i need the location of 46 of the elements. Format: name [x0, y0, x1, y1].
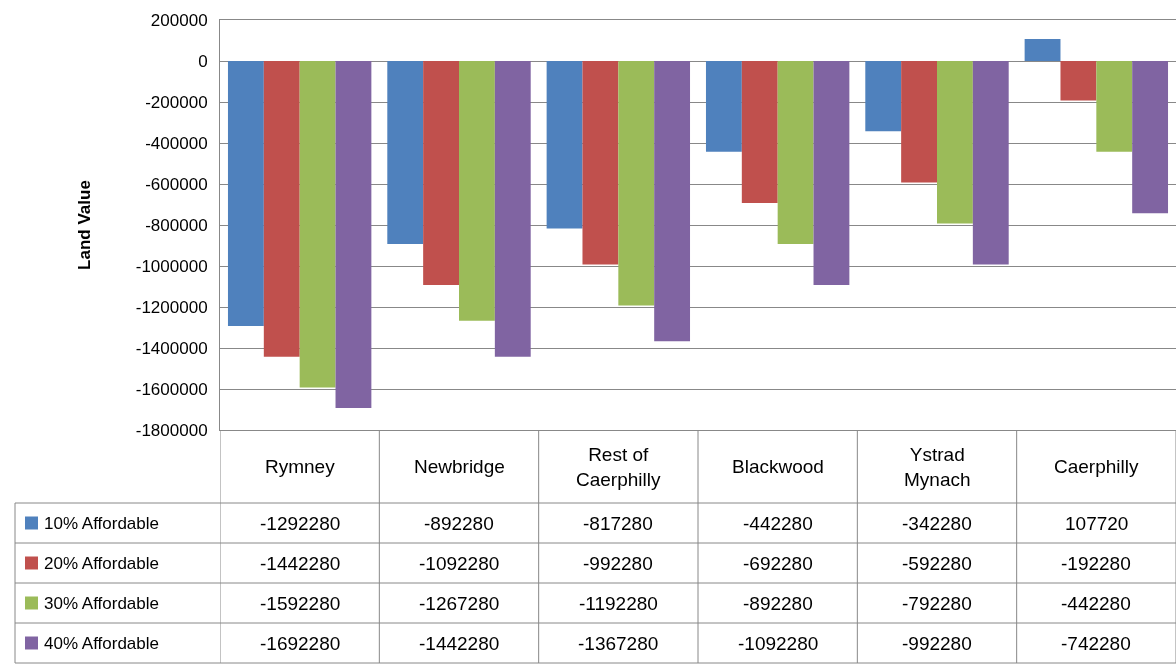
x-tick-label: Rest of Caerphilly [576, 444, 661, 490]
legend-label: 10% Affordable [44, 514, 159, 533]
y-tick-label: -400000 [145, 133, 208, 153]
data-label: -892280 [424, 513, 494, 534]
data-label: -992280 [583, 553, 653, 574]
data-label: -1192280 [579, 593, 658, 614]
x-tick-label: Newbridge [414, 456, 505, 477]
data-label: -1367280 [578, 633, 659, 654]
data-label: -1267280 [419, 593, 500, 614]
y-tick-label: 0 [198, 51, 208, 71]
y-tick-label: -800000 [145, 215, 208, 235]
data-label: -442280 [743, 513, 813, 534]
data-label: -817280 [583, 513, 653, 534]
data-label: -192280 [1061, 553, 1131, 574]
data-label: -1442280 [419, 633, 500, 654]
data-label: -992280 [902, 633, 972, 654]
legend-label: 30% Affordable [44, 594, 159, 613]
data-label: -1092280 [738, 633, 819, 654]
y-axis-title: Land Value [75, 180, 95, 270]
legend-label: 40% Affordable [44, 634, 159, 653]
y-tick-label: -200000 [145, 92, 208, 112]
x-tick-label: Ystrad Mynach [904, 444, 971, 490]
x-tick-label: Blackwood [732, 456, 824, 477]
y-tick-label: 200000 [150, 10, 208, 30]
data-label: -692280 [743, 553, 813, 574]
data-label: -892280 [743, 593, 813, 614]
y-tick-label: -1200000 [135, 297, 208, 317]
y-tick-label: -1400000 [135, 338, 208, 358]
data-label: -342280 [902, 513, 972, 534]
x-tick-label: Rymney [265, 456, 336, 477]
data-label: 107720 [1065, 513, 1129, 534]
data-label: -1692280 [260, 633, 341, 654]
y-tick-label: -1600000 [135, 379, 208, 399]
data-label: -442280 [1061, 593, 1131, 614]
y-tick-label: -600000 [145, 174, 208, 194]
x-tick-label: Caerphilly [1054, 456, 1139, 477]
data-label: -1442280 [260, 553, 341, 574]
y-tick-label: -1000000 [135, 256, 208, 276]
data-label: -792280 [902, 593, 972, 614]
data-label: -592280 [902, 553, 972, 574]
data-label: -1592280 [260, 593, 341, 614]
data-label: -1292280 [260, 513, 341, 534]
data-label: -742280 [1061, 633, 1131, 654]
data-label: -1092280 [419, 553, 500, 574]
legend-label: 20% Affordable [44, 554, 159, 573]
y-tick-label: -1800000 [135, 420, 208, 440]
